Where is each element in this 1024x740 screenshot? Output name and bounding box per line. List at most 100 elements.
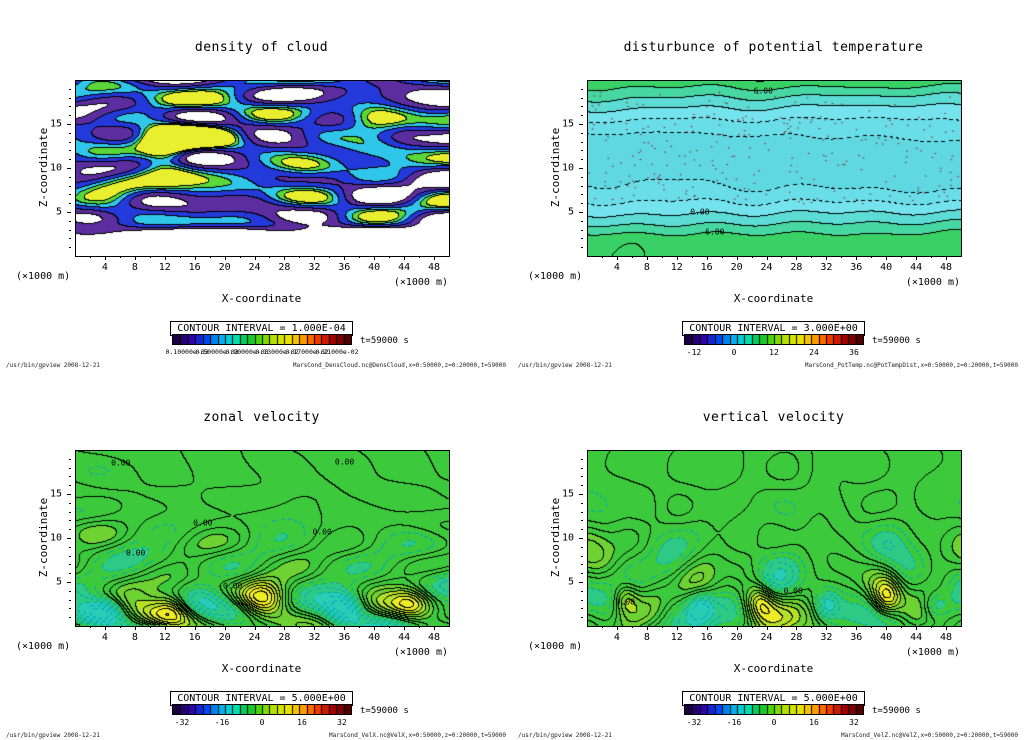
contour-interval-box: CONTOUR INTERVAL = 3.000E+00 [587,316,960,336]
colorbar [172,704,352,715]
y-axis-unit: (×1000 m) [528,271,583,282]
y-tick-mark [67,581,71,583]
x-tick-mark [344,256,346,260]
x-minor-tick [751,626,753,628]
x-tick-mark [916,256,918,260]
chart-title: density of cloud [194,40,329,55]
x-tick-mark [134,256,136,260]
x-tick-mark [104,626,106,630]
x-minor-tick [721,256,723,258]
contour-label: 0.00 [312,527,332,536]
footer-dataset: MarsCond_VelX.nc@VelX,x=0:50000,z=0:2000… [328,732,506,739]
x-tick-label: 24 [248,262,261,273]
y-axis-unit: (×1000 m) [528,641,583,652]
y-minor-tick [69,546,71,548]
y-tick-mark [579,211,583,213]
x-minor-tick [149,626,151,628]
x-tick-label: 28 [790,632,803,643]
x-tick-label: 40 [368,632,381,643]
colorbar-labels: 0.10000e-03 0.50000e-03 0.90000e-03 0.13000… [165,348,358,358]
y-minor-tick [69,159,71,161]
x-axis-ticks: 4 8 12 16 20 24 28 32 36 40 44 48 [75,256,449,278]
y-minor-tick [69,520,71,522]
x-tick-mark [706,626,708,630]
footer-command: /usr/bin/gpview 2008-12-21 [518,732,612,739]
y-minor-tick [581,467,583,469]
y-tick-label: 15 [561,488,574,500]
x-tick-mark [224,256,226,260]
y-tick-mark [67,123,71,125]
x-tick-mark [886,256,888,260]
y-minor-tick [581,115,583,117]
time-label: t=59000 s [872,336,921,346]
x-tick-mark [916,626,918,630]
y-minor-tick [581,599,583,601]
x-tick-label: 8 [643,632,650,643]
contour-label: 6.00 [705,227,725,236]
y-minor-tick [69,617,71,619]
y-minor-tick [581,220,583,222]
x-axis-title: X-coordinate [733,292,814,305]
x-axis-unit: (×1000 m) [905,647,960,658]
chart-title: disturbunce of potential temperature [623,40,924,55]
x-tick-mark [314,626,316,630]
x-minor-tick [781,626,783,628]
y-minor-tick [69,88,71,90]
colorbar-tick-label: 16 [809,718,819,727]
contour-label: 0.00 [126,548,146,557]
panel-density-of-cloud: density of cloud Z-coordinate 5 10 15 4 8 12… [0,0,512,370]
x-tick-mark [826,626,828,630]
y-minor-tick [581,97,583,99]
colorbar-tick-label: -12 [686,348,702,357]
contour-label: 0.00 [615,597,635,606]
y-minor-tick [581,555,583,557]
x-tick-label: 20 [218,632,231,643]
x-tick-mark [344,626,346,630]
x-tick-mark [434,256,436,260]
y-minor-tick [581,608,583,610]
x-tick-mark [104,256,106,260]
x-tick-label: 24 [248,632,261,643]
contour-labels-layer: 0.00 0.00 [588,451,961,626]
y-axis-unit: (×1000 m) [16,641,71,652]
x-minor-tick [359,626,361,628]
colorbar-tick-label: 0 [259,718,265,727]
x-tick-mark [164,626,166,630]
x-tick-mark [194,626,196,630]
colorbar-tick-label: 0 [731,348,737,357]
x-tick-label: 36 [338,632,351,643]
x-minor-tick [631,626,633,628]
contour-interval-box: CONTOUR INTERVAL = 5.000E+00 [587,686,960,706]
colorbar-tick-label: 0.90000e-03 [225,348,269,356]
x-minor-tick [661,626,663,628]
x-minor-tick [901,626,903,628]
x-minor-tick [419,256,421,258]
y-minor-tick [69,599,71,601]
plot-area: 0.00 0.00 0.00 0.00 0.00 0.00 [75,450,450,627]
x-tick-label: 16 [700,632,713,643]
colorbar-tick-label: -32 [686,718,702,727]
x-axis-unit: (×1000 m) [905,277,960,288]
y-tick-mark [67,167,71,169]
footer-command: /usr/bin/gpview 2008-12-21 [518,362,612,369]
x-minor-tick [931,626,933,628]
contour-interval-box: CONTOUR INTERVAL = 1.000E-04 [75,316,448,336]
x-tick-mark [254,256,256,260]
x-tick-label: 20 [730,262,743,273]
x-tick-mark [766,626,768,630]
y-minor-tick [581,573,583,575]
x-tick-label: 28 [790,262,803,273]
y-minor-tick [581,564,583,566]
y-minor-tick [69,141,71,143]
x-tick-label: 44 [910,632,923,643]
x-tick-mark [646,256,648,260]
x-minor-tick [691,256,693,258]
y-minor-tick [581,546,583,548]
x-tick-label: 48 [940,632,953,643]
x-minor-tick [691,626,693,628]
colorbar-tick-label: 0.50000e-03 [195,348,239,356]
x-tick-mark [646,626,648,630]
x-tick-mark [886,626,888,630]
y-minor-tick [69,485,71,487]
